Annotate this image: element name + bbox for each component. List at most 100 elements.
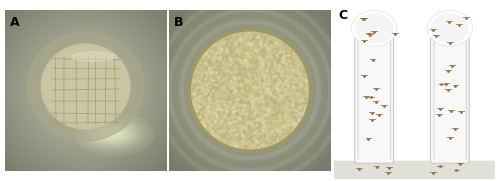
Point bbox=[226, 123, 234, 126]
Point bbox=[254, 60, 262, 63]
Point bbox=[212, 90, 220, 92]
Point bbox=[246, 94, 254, 97]
Point bbox=[230, 73, 237, 75]
Point bbox=[228, 126, 236, 129]
Point bbox=[225, 134, 233, 137]
Point bbox=[244, 62, 252, 64]
Point bbox=[252, 50, 260, 52]
Point bbox=[278, 59, 286, 62]
Point bbox=[235, 68, 243, 71]
Point bbox=[260, 61, 268, 64]
Point bbox=[270, 108, 278, 111]
Bar bbox=[334, 161, 495, 179]
Point bbox=[202, 116, 210, 119]
Point bbox=[218, 61, 226, 64]
Point bbox=[236, 103, 244, 106]
Point bbox=[226, 80, 234, 83]
Point bbox=[226, 64, 234, 66]
Point bbox=[222, 104, 230, 106]
Point bbox=[288, 103, 296, 106]
Point bbox=[250, 75, 258, 78]
Point bbox=[200, 57, 207, 60]
Point bbox=[273, 108, 281, 111]
Point bbox=[300, 112, 308, 115]
Point bbox=[214, 100, 222, 103]
Point bbox=[278, 98, 286, 101]
Point bbox=[284, 58, 292, 61]
Point bbox=[293, 83, 301, 86]
Point bbox=[278, 55, 285, 58]
Point bbox=[264, 114, 272, 117]
Point bbox=[218, 108, 226, 111]
Point bbox=[286, 105, 294, 108]
Point bbox=[266, 62, 274, 65]
Point bbox=[218, 133, 226, 136]
Point bbox=[241, 90, 249, 93]
Point bbox=[226, 77, 234, 80]
Point bbox=[208, 47, 216, 50]
Point bbox=[268, 98, 276, 101]
Point bbox=[290, 103, 298, 106]
Point bbox=[292, 71, 300, 73]
Point bbox=[267, 65, 275, 68]
Point bbox=[250, 104, 258, 107]
Point bbox=[250, 59, 258, 62]
Point bbox=[232, 118, 239, 121]
Point bbox=[280, 113, 287, 116]
Point bbox=[227, 65, 235, 68]
Point bbox=[248, 135, 256, 138]
Point bbox=[208, 96, 216, 98]
Point bbox=[230, 50, 238, 52]
Point bbox=[228, 116, 236, 119]
Point bbox=[253, 72, 261, 75]
Point bbox=[248, 104, 256, 107]
Point bbox=[258, 35, 266, 38]
Point bbox=[234, 47, 241, 50]
Point bbox=[262, 126, 270, 129]
Point bbox=[218, 106, 226, 109]
Point bbox=[272, 101, 280, 104]
Point bbox=[248, 60, 256, 62]
Point bbox=[267, 43, 275, 46]
Point bbox=[258, 125, 266, 128]
Point bbox=[261, 87, 269, 90]
Point bbox=[227, 68, 235, 71]
Point bbox=[202, 72, 210, 75]
Point bbox=[284, 59, 292, 62]
Point bbox=[222, 127, 230, 130]
Point bbox=[302, 76, 310, 79]
Point bbox=[244, 128, 252, 131]
Point bbox=[232, 108, 240, 111]
Point bbox=[230, 110, 237, 113]
Point bbox=[202, 114, 209, 117]
Point bbox=[250, 94, 258, 96]
Point bbox=[198, 86, 206, 89]
Point bbox=[218, 134, 226, 136]
Point bbox=[268, 58, 276, 61]
Point bbox=[240, 98, 248, 101]
Point bbox=[286, 106, 294, 109]
Point bbox=[228, 71, 235, 73]
Point bbox=[192, 73, 200, 76]
Point bbox=[228, 71, 235, 74]
Point bbox=[242, 60, 250, 62]
Point bbox=[218, 48, 226, 51]
Point bbox=[230, 104, 237, 107]
Point bbox=[266, 57, 274, 60]
Point bbox=[216, 136, 224, 139]
Point bbox=[246, 108, 254, 111]
Point bbox=[212, 132, 220, 135]
Point bbox=[290, 81, 298, 84]
Point bbox=[269, 77, 277, 79]
Point bbox=[242, 66, 250, 68]
Point bbox=[220, 132, 228, 135]
Point bbox=[246, 125, 254, 128]
Point bbox=[207, 71, 215, 73]
Point bbox=[246, 74, 254, 77]
Point bbox=[295, 65, 303, 68]
Point bbox=[286, 65, 294, 68]
Point bbox=[252, 111, 260, 114]
Point bbox=[290, 122, 298, 125]
Point bbox=[264, 138, 272, 141]
Point bbox=[250, 107, 258, 110]
